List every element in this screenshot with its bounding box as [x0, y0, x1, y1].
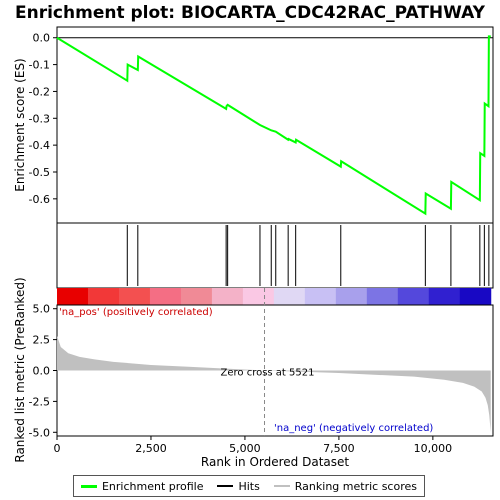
heatmap-cell: [459, 288, 492, 305]
heatmap-cell: [57, 288, 89, 305]
legend-label-metric: Ranking metric scores: [294, 479, 417, 493]
x-tick-label: 0: [54, 442, 61, 455]
negative-label: 'na_neg' (negatively correlated): [274, 423, 433, 434]
zero-cross-label: Zero cross at 5521: [221, 368, 315, 379]
heatmap-cell: [242, 288, 275, 305]
es-y-tick-label: -0.5: [29, 166, 50, 179]
heatmap-cell: [149, 288, 182, 305]
heatmap-cell: [366, 288, 399, 305]
legend-label-hits: Hits: [238, 479, 260, 493]
legend-item-metric: Ranking metric scores: [273, 479, 417, 493]
metric-y-axis-label: Ranked list metric (PreRanked): [13, 277, 27, 462]
positive-label: 'na_pos' (positively correlated): [59, 307, 213, 318]
heatmap-cell: [180, 288, 213, 305]
hits-swatch-icon: [217, 485, 234, 487]
legend: Enrichment profile Hits Ranking metric s…: [73, 475, 425, 497]
es-y-tick-label: -0.2: [29, 85, 50, 98]
hits-panel: [56, 222, 494, 289]
metric-y-tick-label: -2.5: [29, 395, 50, 408]
heatmap-cell: [335, 288, 368, 305]
metric-y-tick-label: 0.0: [33, 365, 51, 378]
es-y-axis-label: Enrichment score (ES): [13, 58, 27, 191]
x-tick-label: 10,000: [414, 442, 453, 455]
metric-y-tick-label: 5.0: [33, 303, 51, 316]
chart-title: Enrichment plot: BIOCARTA_CDC42RAC_PATHW…: [15, 3, 486, 23]
es-y-tick-label: -0.3: [29, 112, 50, 125]
metric-y-tick-label: -5.0: [29, 426, 50, 439]
es-y-tick-label: 0.0: [33, 32, 51, 45]
heatmap-cell: [211, 288, 244, 305]
heatmap-cell: [304, 288, 337, 305]
heatmap-cell: [87, 288, 120, 305]
legend-item-profile: Enrichment profile: [80, 479, 204, 493]
metric-y-tick-label: 2.5: [33, 334, 51, 347]
es-panel: [56, 26, 494, 224]
es-y-tick-label: -0.6: [29, 193, 50, 206]
heatmap-cell: [273, 288, 306, 305]
x-tick-label: 2,500: [135, 442, 167, 455]
x-tick-label: 7,500: [323, 442, 355, 455]
profile-swatch-icon: [80, 484, 97, 488]
heatmap-cell: [118, 288, 151, 305]
es-y-tick-label: -0.1: [29, 59, 50, 72]
es-y-tick-label: -0.4: [29, 139, 50, 152]
heatmap-cell: [397, 288, 430, 305]
legend-item-hits: Hits: [217, 479, 260, 493]
x-tick-label: 5,000: [229, 442, 261, 455]
x-axis-label: Rank in Ordered Dataset: [201, 455, 349, 469]
enrichment-profile-line: [56, 35, 491, 216]
heatmap-cell: [428, 288, 461, 305]
metric-swatch-icon: [273, 485, 290, 487]
legend-label-profile: Enrichment profile: [101, 479, 204, 493]
